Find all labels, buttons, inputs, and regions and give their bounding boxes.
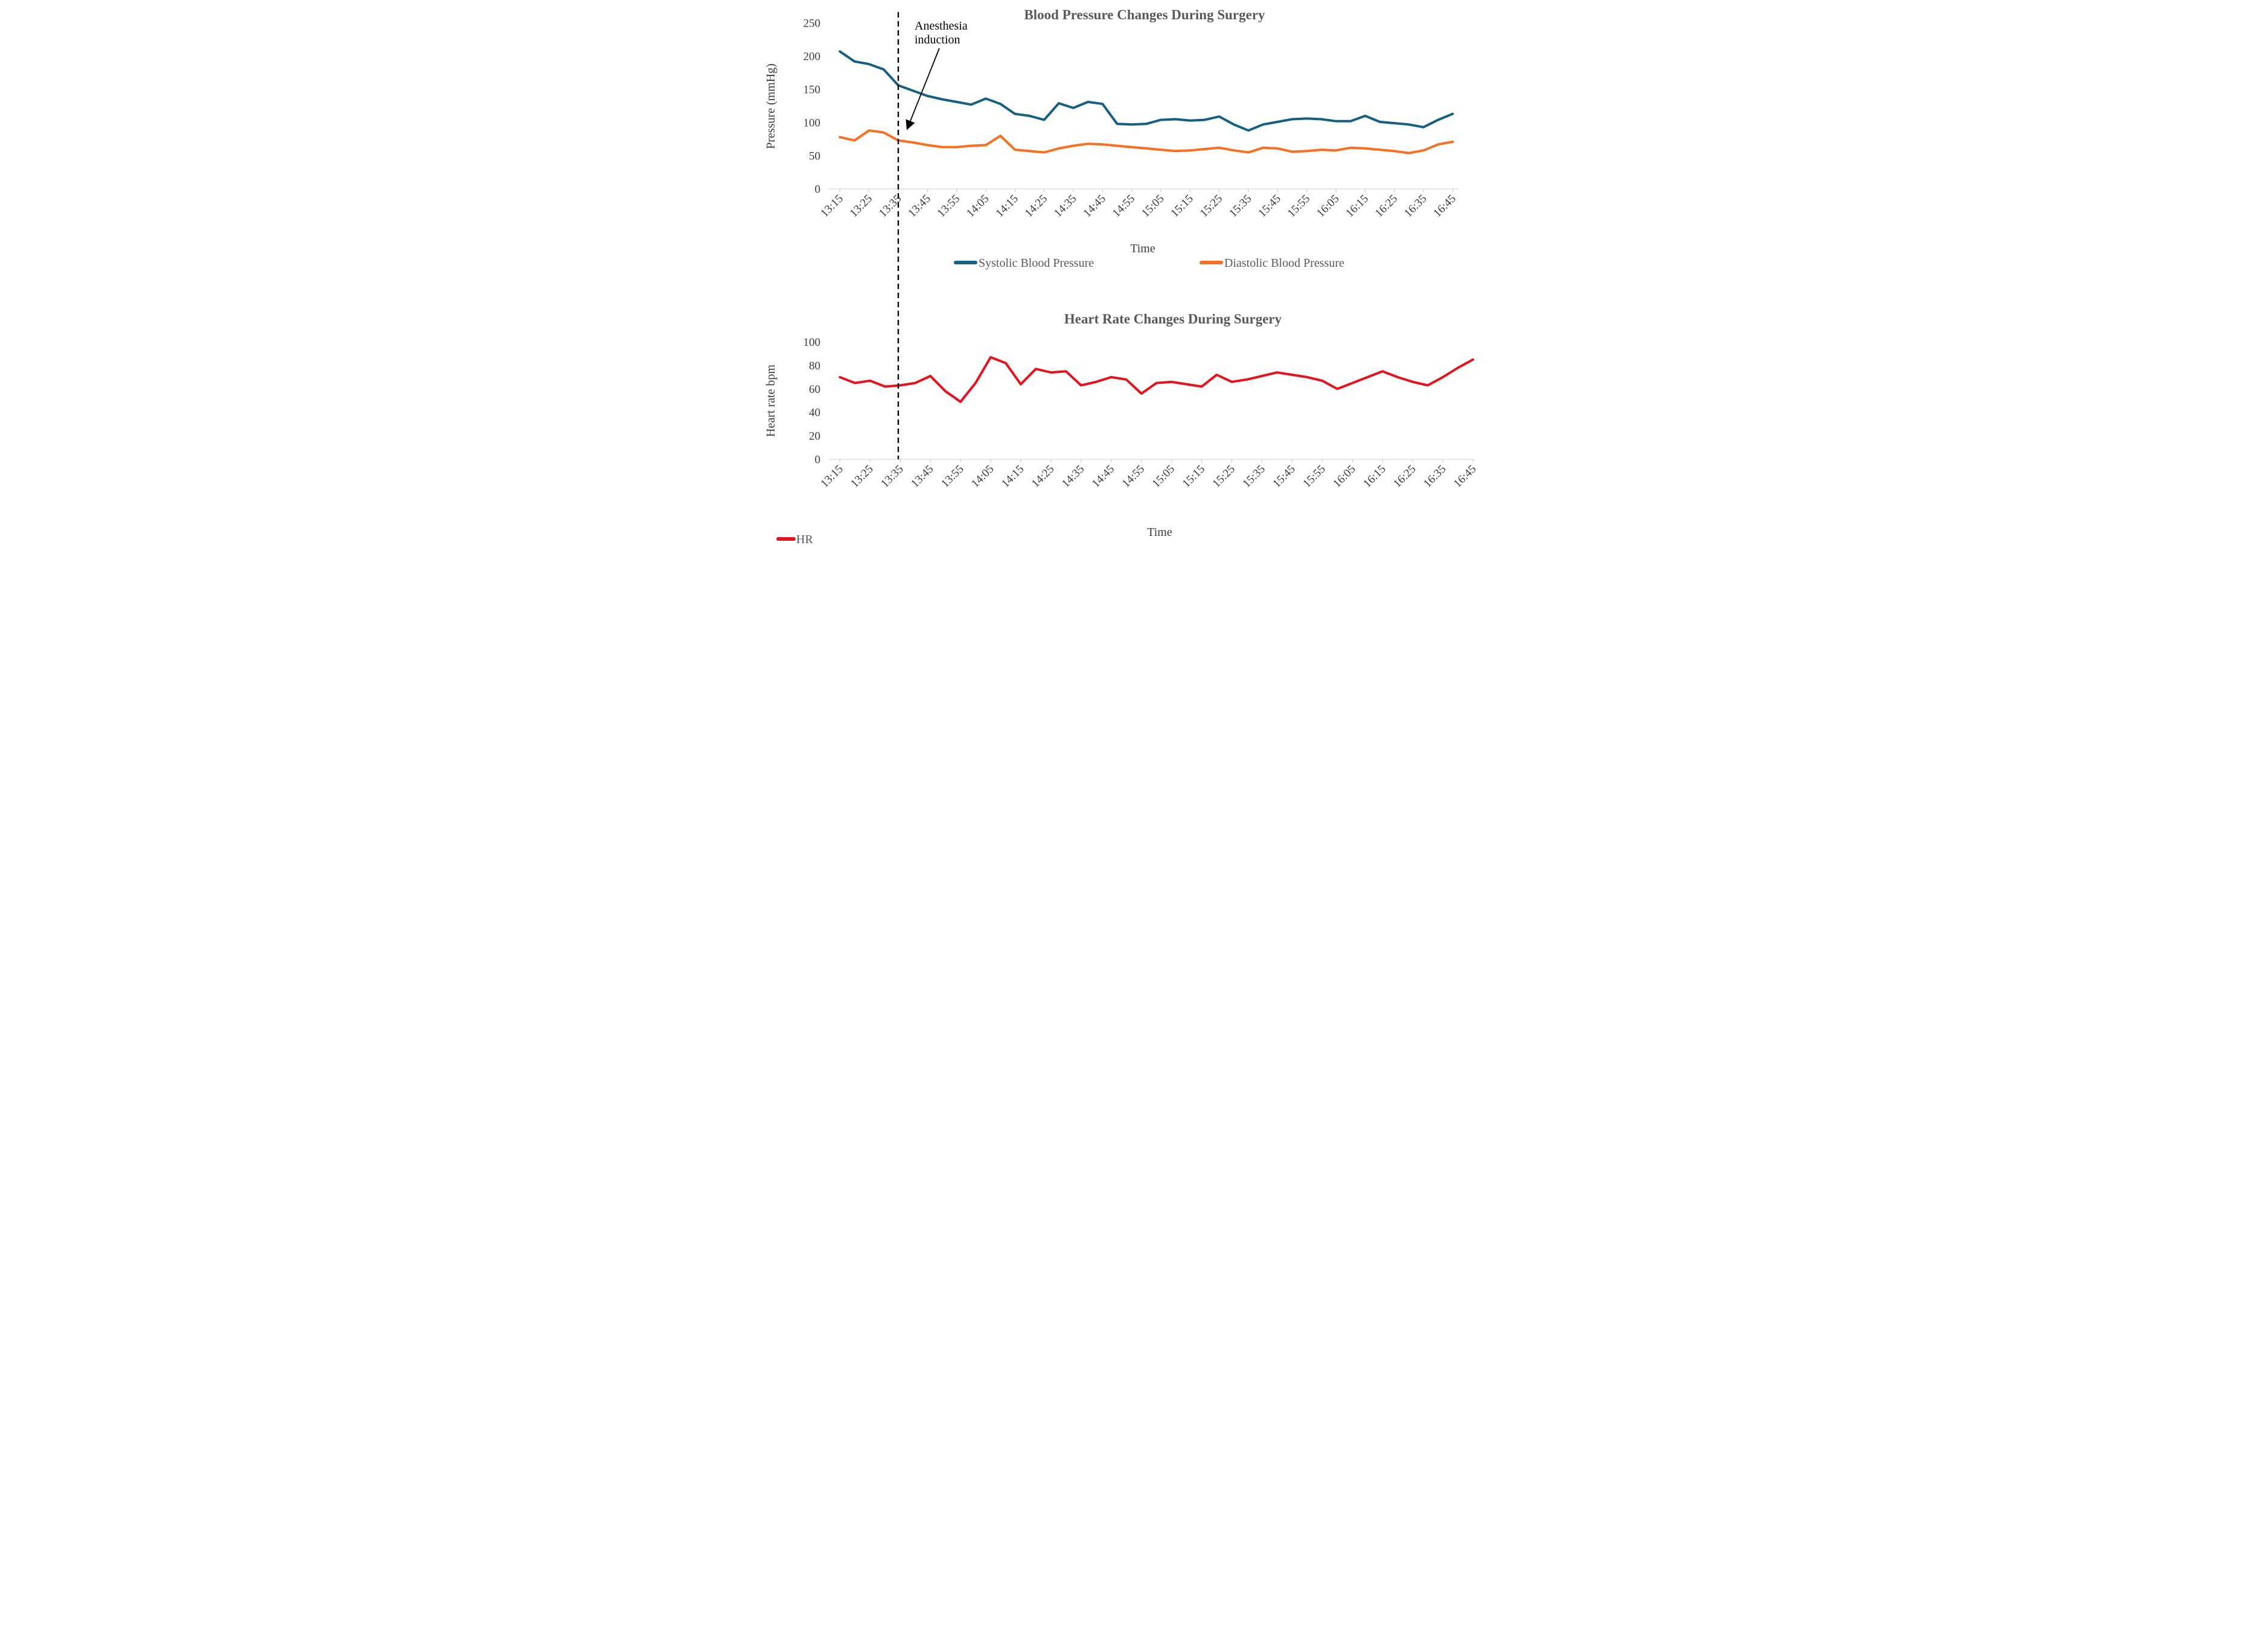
blood-pressure-x-tick-label: 13:15 [818, 193, 845, 220]
heart-rate-x-tick-label: 14:45 [1089, 463, 1116, 490]
heart-rate-x-tick-label: 14:25 [1029, 463, 1056, 490]
heart-rate-x-tick-label: 15:15 [1180, 463, 1207, 490]
blood-pressure-x-tick-label: 15:25 [1197, 193, 1224, 220]
blood-pressure-x-tick-label: 14:15 [993, 193, 1020, 220]
blood-pressure-x-tick-label: 13:35 [877, 193, 904, 220]
blood-pressure-x-tick-label: 14:05 [964, 193, 991, 220]
blood-pressure-x-tick-label: 15:05 [1139, 193, 1166, 220]
blood-pressure-title: Blood Pressure Changes During Surgery [1024, 7, 1265, 22]
surgery-vitals-figure: 0 50 100 150 200 250 Pressure (mmHg) 13:15 13:25… [756, 0, 1512, 547]
heart-rate-x-tick-label: 16:25 [1391, 463, 1418, 490]
blood-pressure-x-tick-label: 13:45 [906, 193, 933, 220]
annotation-line-1: Anesthesia [915, 19, 968, 33]
heart-rate-x-tick-label: 16:35 [1421, 463, 1448, 490]
blood-pressure-y-tick-label: 50 [809, 150, 820, 163]
heart-rate-x-tick-label: 13:25 [848, 463, 875, 490]
heart-rate-title: Heart Rate Changes During Surgery [1064, 311, 1282, 327]
legend-label-hr: HR [796, 533, 813, 546]
blood-pressure-y-tick-label: 0 [814, 183, 820, 196]
blood-pressure-x-tick-label: 15:35 [1227, 193, 1254, 220]
annotation-line-2: induction [915, 33, 960, 46]
heart-rate-x-tick-label: 15:05 [1149, 463, 1177, 490]
blood-pressure-y-tick-label: 200 [803, 51, 820, 63]
blood-pressure-y-tick-label: 100 [803, 117, 820, 130]
legend-label-diastolic-blood-pressure: Diastolic Blood Pressure [1224, 257, 1344, 270]
heart-rate-x-tick-label: 13:35 [878, 463, 906, 490]
heart-rate-x-tick-label: 16:15 [1361, 463, 1388, 490]
heart-rate-x-tick-label: 13:15 [818, 463, 845, 490]
legend-label-systolic-blood-pressure: Systolic Blood Pressure [979, 257, 1094, 270]
blood-pressure-x-tick-label: 15:45 [1256, 193, 1283, 220]
blood-pressure-x-tick-label: 14:25 [1022, 193, 1049, 220]
blood-pressure-x-tick-label: 14:55 [1110, 193, 1137, 220]
heart-rate-x-axis-title: Time [1147, 526, 1172, 539]
diastolic-blood-pressure-line [838, 129, 1454, 155]
heart-rate-y-tick-label: 20 [809, 430, 820, 443]
blood-pressure-x-tick-label: 13:25 [847, 193, 874, 220]
heart-rate-y-tick-label: 60 [809, 383, 820, 396]
heart-rate-x-tick-label: 16:05 [1330, 463, 1358, 490]
blood-pressure-x-tick-label: 15:55 [1285, 193, 1312, 220]
annotation-arrow [905, 48, 940, 130]
heart-rate-x-tick-label: 14:55 [1119, 463, 1146, 490]
heart-rate-y-tick-label: 40 [809, 407, 820, 419]
blood-pressure-x-tick-label: 15:15 [1168, 193, 1195, 220]
heart-rate-x-tick-label: 13:55 [939, 463, 966, 490]
blood-pressure-x-tick-label: 16:15 [1343, 193, 1370, 220]
heart-rate-x-tick-label: 15:35 [1240, 463, 1267, 490]
blood-pressure-x-tick-label: 13:55 [934, 193, 962, 220]
blood-pressure-x-axis-title: Time [1130, 242, 1155, 255]
blood-pressure-x-tick-label: 16:45 [1431, 193, 1458, 220]
heart-rate-x-tick-label: 15:55 [1300, 463, 1327, 490]
heart-rate-x-tick-label: 15:25 [1210, 463, 1237, 490]
blood-pressure-x-tick-label: 14:35 [1052, 193, 1079, 220]
blood-pressure-x-tick-label: 14:45 [1081, 193, 1108, 220]
systolic-blood-pressure-line [838, 50, 1454, 132]
hr-line [838, 355, 1474, 403]
heart-rate-x-tick-label: 14:05 [969, 463, 996, 490]
blood-pressure-chart: 0 50 100 150 200 250 Pressure (mmHg) 13:15 13:25… [764, 7, 1458, 270]
heart-rate-y-tick-label: 80 [809, 360, 820, 372]
blood-pressure-x-tick-label: 16:25 [1372, 193, 1399, 220]
heart-rate-x-tick-label: 13:45 [909, 463, 936, 490]
blood-pressure-x-tick-label: 16:05 [1314, 193, 1341, 220]
heart-rate-y-axis-title: Heart rate bpm [764, 365, 778, 437]
heart-rate-y-tick-label: 0 [814, 454, 820, 467]
heart-rate-y-tick-label: 100 [803, 336, 820, 349]
blood-pressure-y-tick-label: 150 [803, 84, 820, 97]
blood-pressure-y-axis-title: Pressure (mmHg) [764, 63, 778, 149]
heart-rate-x-tick-label: 14:15 [999, 463, 1026, 490]
blood-pressure-x-tick-label: 16:35 [1402, 193, 1429, 220]
heart-rate-x-tick-label: 16:45 [1451, 463, 1478, 490]
heart-rate-x-tick-label: 14:35 [1059, 463, 1086, 490]
heart-rate-chart: 0 20 40 60 80 100 Heart rate bpm 13:15 13:25 13:3… [764, 311, 1479, 546]
blood-pressure-y-tick-label: 250 [803, 18, 820, 30]
heart-rate-x-tick-label: 15:45 [1270, 463, 1297, 490]
